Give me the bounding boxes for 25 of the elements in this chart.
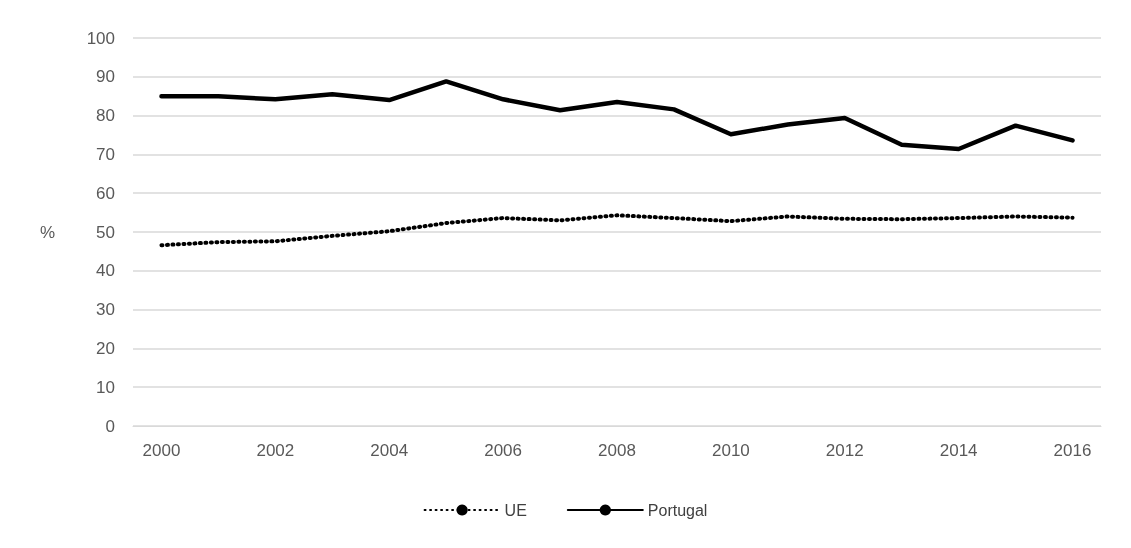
y-tick-label: 20 — [96, 338, 115, 358]
y-tick-label: 30 — [96, 300, 115, 320]
x-tick-label: 2000 — [142, 441, 181, 460]
x-tick-label: 2012 — [825, 441, 864, 460]
y-tick-label: 60 — [96, 183, 115, 203]
y-tick-label: 70 — [96, 144, 115, 164]
line-series — [159, 213, 1075, 248]
x-tick-label: 2004 — [370, 441, 409, 460]
x-tick-label: 2014 — [939, 441, 978, 460]
y-tick-label: 90 — [96, 67, 115, 87]
y-tick-label: 10 — [96, 377, 115, 397]
x-tick-label: 2006 — [484, 441, 523, 460]
x-tick-label: 2010 — [711, 441, 750, 460]
legend-label: Portugal — [647, 501, 708, 519]
x-tick-label: 2008 — [598, 441, 636, 460]
y-tick-label: 100 — [86, 28, 115, 48]
x-tick-label: 2002 — [256, 441, 295, 460]
legend-label: UE — [504, 501, 527, 519]
y-tick-label: 40 — [96, 261, 115, 281]
y-tick-label: 80 — [96, 106, 115, 126]
y-axis-title: % — [39, 222, 55, 242]
y-tick-label: 50 — [96, 222, 115, 242]
line-series — [159, 79, 1075, 152]
x-tick-label: 2016 — [1053, 441, 1092, 460]
y-tick-label: 0 — [105, 416, 115, 436]
